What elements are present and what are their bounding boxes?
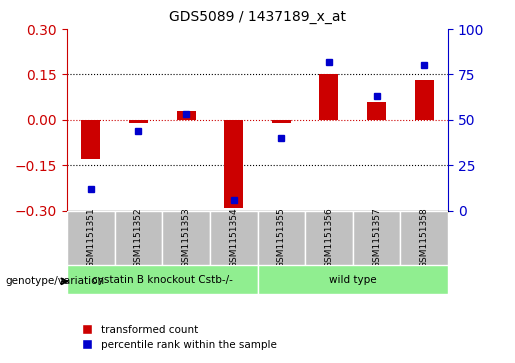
FancyBboxPatch shape <box>258 211 305 265</box>
Title: GDS5089 / 1437189_x_at: GDS5089 / 1437189_x_at <box>169 10 346 24</box>
Bar <box>129 120 148 123</box>
Text: GSM1151357: GSM1151357 <box>372 207 381 268</box>
Bar <box>81 120 100 159</box>
Text: GSM1151354: GSM1151354 <box>229 207 238 268</box>
Text: GSM1151356: GSM1151356 <box>324 207 333 268</box>
Text: GSM1151358: GSM1151358 <box>420 207 428 268</box>
Text: cystatin B knockout Cstb-/-: cystatin B knockout Cstb-/- <box>92 274 233 285</box>
FancyBboxPatch shape <box>114 211 162 265</box>
FancyBboxPatch shape <box>401 211 448 265</box>
Bar <box>367 102 386 120</box>
FancyBboxPatch shape <box>210 211 258 265</box>
FancyBboxPatch shape <box>67 265 258 294</box>
Bar <box>415 81 434 120</box>
Bar <box>272 120 291 123</box>
FancyBboxPatch shape <box>162 211 210 265</box>
Text: GSM1151353: GSM1151353 <box>182 207 191 268</box>
Bar <box>177 111 196 120</box>
Text: wild type: wild type <box>329 274 376 285</box>
Text: GSM1151351: GSM1151351 <box>87 207 95 268</box>
Text: genotype/variation: genotype/variation <box>5 276 104 286</box>
FancyBboxPatch shape <box>258 265 448 294</box>
FancyBboxPatch shape <box>67 211 114 265</box>
FancyBboxPatch shape <box>353 211 401 265</box>
Text: GSM1151352: GSM1151352 <box>134 207 143 268</box>
Bar <box>319 74 338 120</box>
Legend: transformed count, percentile rank within the sample: transformed count, percentile rank withi… <box>72 321 281 354</box>
Text: GSM1151355: GSM1151355 <box>277 207 286 268</box>
FancyBboxPatch shape <box>305 211 353 265</box>
Bar <box>224 120 243 208</box>
